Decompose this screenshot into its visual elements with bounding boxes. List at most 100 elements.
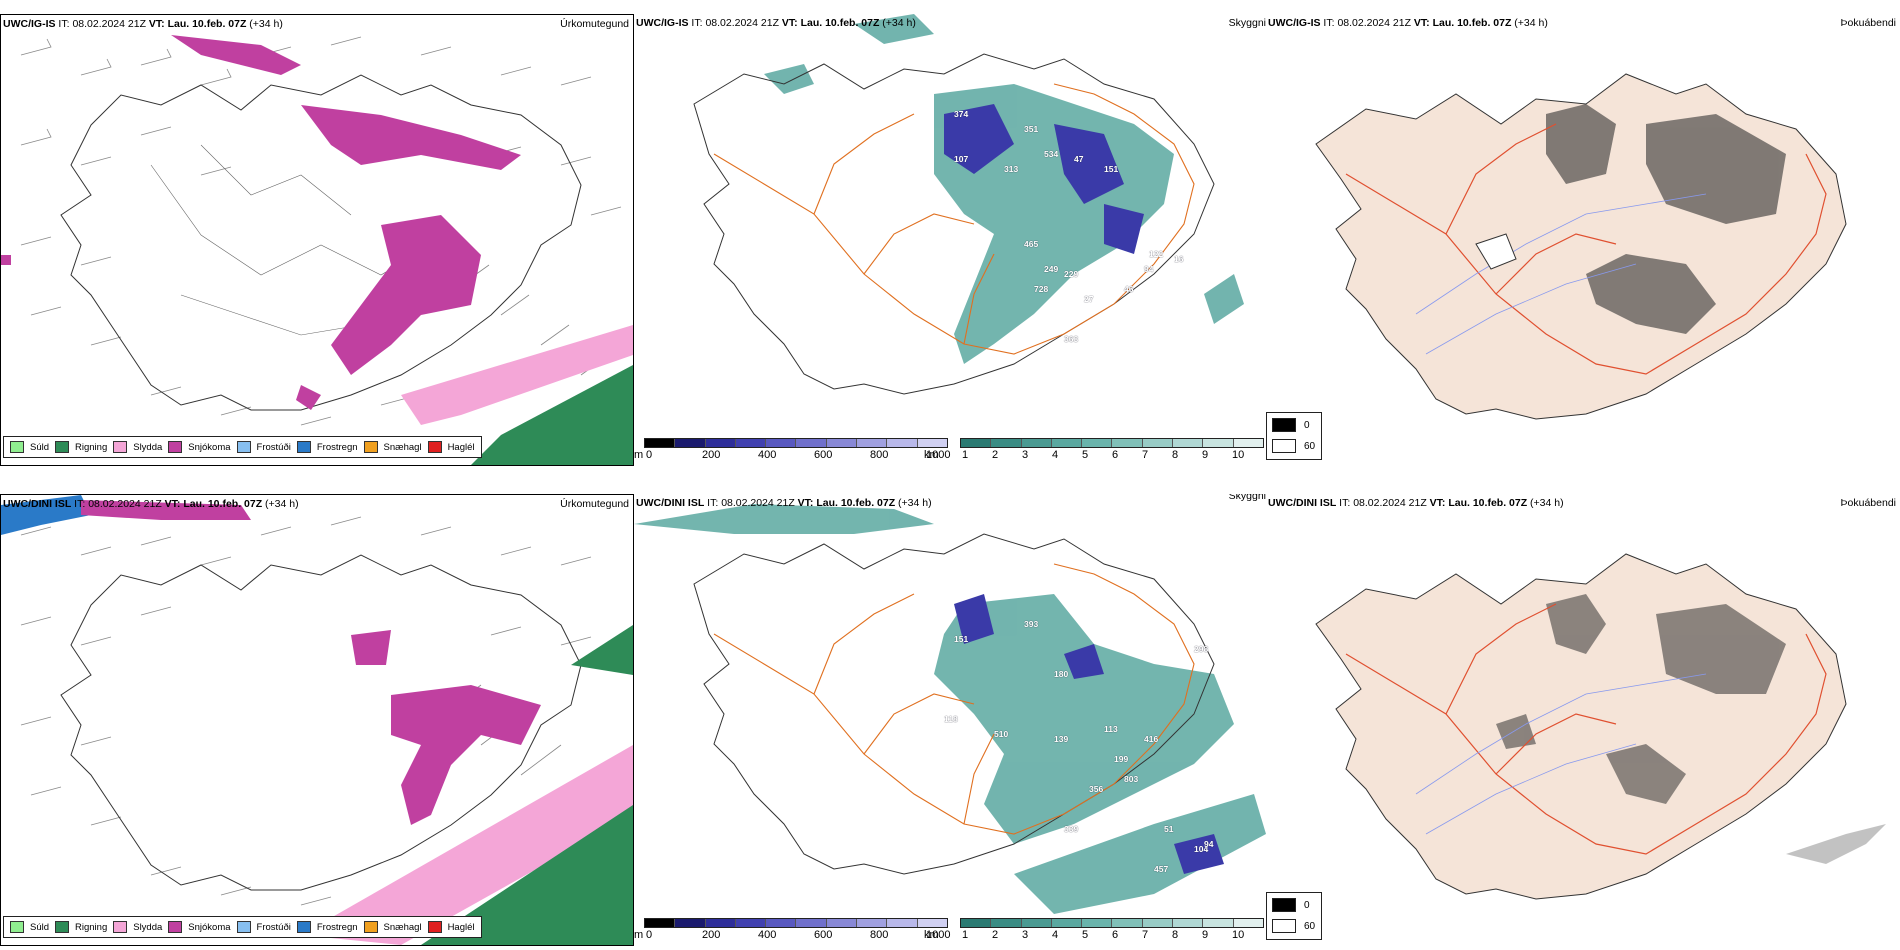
colorbar-segment	[1142, 439, 1174, 447]
legend-label: Rigning	[75, 441, 108, 453]
km-tick-label: 4	[1052, 929, 1059, 941]
legend-item: Haglél	[427, 441, 475, 453]
m-tick-label: 600	[814, 929, 833, 941]
legend-label: Súld	[30, 921, 50, 933]
m-tick-label: 1000	[926, 929, 951, 941]
legend-swatch	[236, 921, 251, 933]
km-tick-label: 3	[1022, 449, 1029, 461]
visibility-value-label: 363	[1064, 334, 1079, 344]
panel-header: UWC/DINI ISL IT: 08.02.2024 21Z VT: Lau.…	[1268, 497, 1564, 509]
colorbar-segment	[857, 439, 888, 447]
precip-map-top	[1, 35, 633, 465]
colorbar-segment	[645, 439, 676, 447]
legend-item: Snjókoma	[168, 441, 231, 453]
fog-map-bottom	[1315, 553, 1886, 900]
colorbar-segment	[796, 439, 827, 447]
legend-label: Frostregn	[316, 441, 358, 453]
visibility-value-label: 803	[1124, 774, 1139, 784]
precip-panel-top: UWC/IG-IS IT: 08.02.2024 21Z VT: Lau. 10…	[0, 14, 634, 466]
visibility-value-label: 229	[1064, 269, 1079, 279]
legend-item: Snjókoma	[168, 921, 231, 933]
visibility-value-label: 94	[1144, 264, 1154, 274]
visibility-value-label: 356	[1089, 784, 1104, 794]
colorbar-segment	[1142, 919, 1174, 927]
km-tick-label: 6	[1112, 449, 1119, 461]
fog-value-1: 60	[1304, 920, 1316, 932]
legend-label: Frostúði	[256, 921, 291, 933]
km-tick-label: 2	[992, 929, 999, 941]
visibility-value-label: 416	[1144, 734, 1159, 744]
colorbar-segment	[917, 439, 947, 447]
m-unit: m	[634, 929, 644, 941]
legend-item: Slydda	[113, 441, 162, 453]
m-unit: m	[634, 449, 644, 461]
visibility-value-label: 51	[1164, 824, 1174, 834]
panel-header: UWC/DINI ISL IT: 08.02.2024 21Z VT: Lau.…	[3, 498, 299, 510]
km-tick-label: 5	[1082, 449, 1089, 461]
km-tick-label: 10	[1232, 929, 1245, 941]
legend-item: Snæhagl	[363, 441, 422, 453]
fog-legend-top: 0 60	[1266, 412, 1322, 460]
legend-item: Rigning	[55, 441, 107, 453]
visibility-value-label: 457	[1154, 864, 1169, 874]
visibility-value-label: 199	[1114, 754, 1129, 764]
legend-swatch	[113, 921, 128, 933]
legend-item: Frostregn	[296, 441, 358, 453]
panel-header: UWC/IG-IS IT: 08.02.2024 21Z VT: Lau. 10…	[1268, 17, 1548, 29]
visibility-value-label: 374	[954, 109, 969, 119]
legend-swatch	[10, 921, 24, 933]
m-tick-label: 0	[646, 929, 653, 941]
colorbar-segment	[961, 919, 992, 927]
legend-item: Rigning	[55, 921, 107, 933]
panel-title: Skyggni	[1228, 494, 1266, 502]
visibility-value-label: 510	[994, 729, 1009, 739]
legend-label: Snæhagl	[383, 441, 422, 453]
colorbar-segment	[826, 439, 858, 447]
m-tick-label: 400	[758, 449, 777, 461]
visibility-value-label: 94	[1204, 839, 1214, 849]
panel-title: Úrkomutegund	[560, 498, 629, 510]
visibility-value-label: 151	[954, 634, 969, 644]
colorbar-segment	[1051, 439, 1083, 447]
visibility-value-label: 249	[1044, 264, 1059, 274]
km-tick-label: 5	[1082, 929, 1089, 941]
legend-item: Snæhagl	[363, 921, 422, 933]
km-tick-label: 9	[1202, 449, 1209, 461]
visibility-value-label: 113	[1104, 724, 1118, 734]
km-tick-label: 7	[1142, 449, 1149, 461]
visibility-panel-top: UWC/IG-IS IT: 08.02.2024 21Z VT: Lau. 10…	[634, 14, 1266, 464]
visibility-value-label: 47	[1074, 154, 1084, 164]
colorbar-segment	[705, 919, 736, 927]
legend-swatch	[55, 441, 70, 453]
colorbar-segment	[675, 919, 706, 927]
legend-swatch	[427, 441, 442, 453]
colorbar-segment	[961, 439, 992, 447]
legend-label: Súld	[30, 441, 50, 453]
fog-legend-bottom: 0 60	[1266, 892, 1322, 940]
legend-label: Snjókoma	[188, 441, 231, 453]
colorbar-segment	[1233, 439, 1263, 447]
visibility-colorbar: m km 0 200 400 600 800 1000 1 2 3 4 5 6 7 8 9 10	[634, 436, 1266, 464]
visibility-value-label: 351	[1024, 124, 1039, 134]
colorbar-segment	[887, 439, 918, 447]
colorbar-segment	[735, 919, 767, 927]
visibility-map-bottom	[634, 504, 1266, 914]
panel-header: UWC/IG-IS IT: 08.02.2024 21Z VT: Lau. 10…	[3, 18, 283, 30]
km-tick-label: 7	[1142, 929, 1149, 941]
fog-dark-areas	[1546, 104, 1786, 334]
fog-swatch-1	[1272, 919, 1296, 933]
colorbar-segment	[1112, 919, 1143, 927]
legend-swatch	[10, 441, 24, 453]
panel-header: UWC/DINI ISL IT: 08.02.2024 21Z VT: Lau.…	[636, 497, 932, 509]
panel-title: Þokuábendi	[1840, 17, 1896, 29]
legend-item: Haglél	[427, 921, 475, 933]
legend-label: Snæhagl	[383, 921, 422, 933]
legend-label: Snjókoma	[188, 921, 231, 933]
colorbar-segment	[826, 919, 858, 927]
colorbar-segment	[1203, 439, 1234, 447]
fog-swatch-0	[1272, 898, 1296, 912]
visibility-value-label: 339	[1064, 824, 1079, 834]
legend-swatch	[113, 441, 128, 453]
legend-item: Súld	[10, 921, 49, 933]
colorbar-segment	[1203, 919, 1234, 927]
